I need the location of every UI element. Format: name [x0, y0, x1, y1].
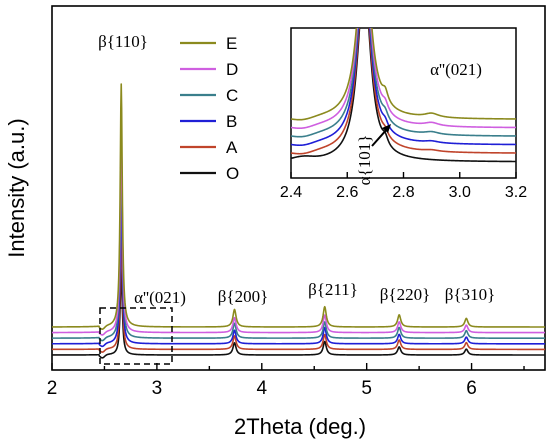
- x-axis-title: 2Theta (deg.): [234, 414, 366, 439]
- x-tick-label-2: 2: [47, 378, 58, 399]
- x-tick-label-6: 6: [466, 378, 477, 399]
- inset-series-C: [291, 28, 516, 138]
- inset-clip-group: [291, 28, 516, 163]
- inset-x-tick-label-3.2: 3.2: [505, 184, 527, 201]
- legend-label-C: C: [226, 86, 238, 105]
- y-axis-title: Intensity (a.u.): [4, 118, 29, 257]
- inset-series-D: [291, 28, 516, 130]
- main-series-D: [51, 129, 546, 336]
- x-tick-label-5: 5: [361, 378, 372, 399]
- inset-series-group: [291, 28, 516, 163]
- legend-label-B: B: [226, 112, 237, 131]
- main-plot-frame: [51, 5, 546, 371]
- inset-annotation-alpha-101: α{101}: [355, 135, 374, 186]
- inset-series-A: [291, 28, 516, 155]
- main-series-A: [51, 235, 546, 353]
- main-x-ticks: 2 3 4 5 6: [47, 363, 525, 399]
- inset-x-tick-label-3.0: 3.0: [449, 184, 471, 201]
- x-tick-label-3: 3: [152, 378, 163, 399]
- inset-x-tick-label-2.4: 2.4: [280, 184, 302, 201]
- x-tick-label-4: 4: [256, 378, 267, 399]
- inset-x-tick-label-2.8: 2.8: [392, 184, 414, 201]
- main-series-O: [51, 267, 546, 359]
- peak-label-310: β{310}: [445, 285, 495, 304]
- inset-x-ticks: 2.4 2.6 2.8 3.0 3.2: [280, 172, 527, 201]
- legend-label-O: O: [226, 164, 239, 183]
- legend-label-D: D: [226, 60, 238, 79]
- inset-arrow: [371, 127, 389, 147]
- peak-label-220: β{220}: [380, 285, 430, 304]
- main-series-group: [51, 83, 546, 359]
- peak-label-211: β{211}: [308, 280, 358, 299]
- inset-arrow-head: [382, 124, 391, 133]
- inset-x-tick-label-2.6: 2.6: [336, 184, 358, 201]
- legend-label-E: E: [226, 34, 237, 53]
- annotation-alpha-021-main: α''(021): [134, 288, 186, 307]
- inset-series-B: [291, 28, 516, 147]
- inset-annotation-alpha-021: α''(021): [430, 60, 482, 79]
- inset-series-O: [291, 28, 516, 163]
- main-series-E: [51, 83, 546, 330]
- peak-label-110: β{110}: [98, 32, 148, 51]
- legend-label-A: A: [226, 138, 238, 157]
- main-series-B: [51, 194, 546, 348]
- zoom-region-box: [99, 307, 173, 365]
- peak-label-200: β{200}: [218, 287, 268, 306]
- main-series-C: [51, 148, 546, 342]
- inset-series-E: [291, 28, 516, 121]
